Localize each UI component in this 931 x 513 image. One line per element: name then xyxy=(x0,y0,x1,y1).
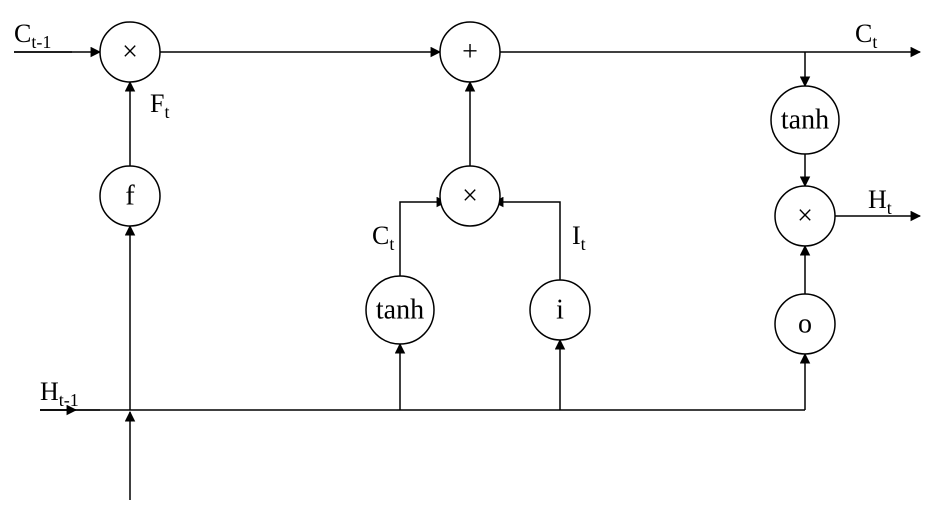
edge xyxy=(400,202,446,276)
io-label-c_out: Ct xyxy=(855,19,877,52)
io-label-Ct: Ct xyxy=(372,221,394,254)
edge xyxy=(494,202,560,280)
node-label-tanhL: tanh xyxy=(376,295,424,326)
node-label-plus: + xyxy=(462,37,478,68)
io-label-It: It xyxy=(572,221,586,254)
io-label-c_in: Ct-1 xyxy=(14,19,51,52)
node-label-f: f xyxy=(125,181,135,212)
node-label-o: o xyxy=(798,309,812,340)
node-label-mul2: × xyxy=(462,181,478,212)
node-label-mul1: × xyxy=(122,37,138,68)
node-label-tanhR: tanh xyxy=(781,105,829,136)
io-label-Ft: Ft xyxy=(150,89,169,122)
node-label-mul3: × xyxy=(797,201,813,232)
io-label-h_out: Ht xyxy=(868,185,892,218)
io-label-h_in: Ht-1 xyxy=(40,377,79,410)
node-label-i: i xyxy=(556,295,564,326)
